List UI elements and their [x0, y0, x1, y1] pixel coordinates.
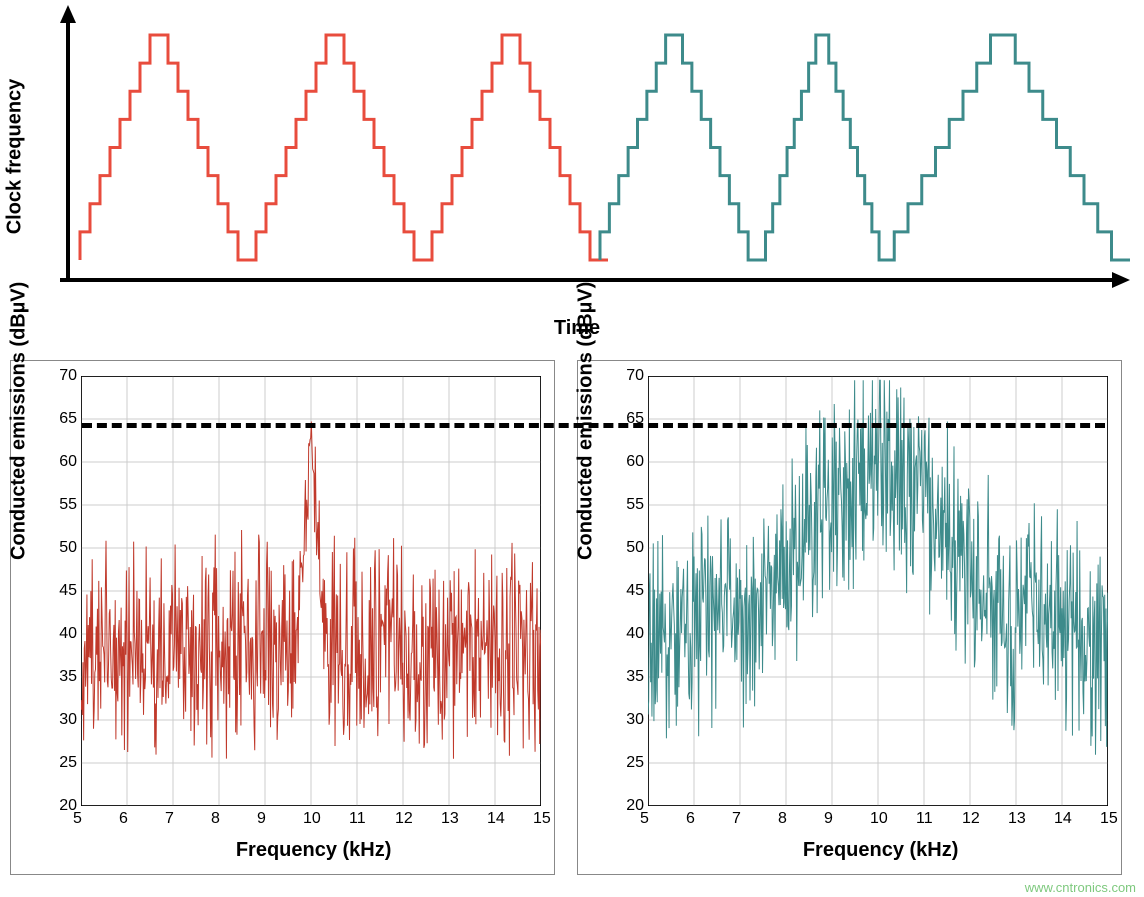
- emissions-limit-line: [82, 423, 1105, 428]
- xtick-label: 15: [1100, 810, 1118, 828]
- xtick-label: 10: [870, 810, 888, 828]
- ytick-label: 45: [616, 582, 644, 600]
- ytick-label: 45: [49, 582, 77, 600]
- xtick-label: 9: [257, 810, 266, 828]
- ytick-label: 50: [49, 539, 77, 557]
- xtick-label: 8: [211, 810, 220, 828]
- ytick-label: 50: [616, 539, 644, 557]
- right-chart-svg: [648, 376, 1108, 806]
- ytick-label: 30: [616, 711, 644, 729]
- xtick-label: 11: [349, 810, 366, 828]
- ytick-label: 35: [49, 668, 77, 686]
- bottom-charts-row: Conducted emissions (dBµV) Frequency (kH…: [10, 360, 1140, 880]
- xtick-label: 10: [303, 810, 321, 828]
- xtick-label: 13: [1008, 810, 1026, 828]
- ytick-label: 65: [49, 410, 77, 428]
- ytick-label: 30: [49, 711, 77, 729]
- xtick-label: 12: [962, 810, 980, 828]
- watermark-text: www.cntronics.com: [1025, 880, 1136, 895]
- top-waveform-svg: [60, 5, 1130, 305]
- ytick-label: 40: [616, 625, 644, 643]
- xtick-label: 12: [395, 810, 413, 828]
- xtick-label: 7: [165, 810, 174, 828]
- ytick-label: 35: [616, 668, 644, 686]
- xtick-label: 6: [686, 810, 695, 828]
- xtick-label: 14: [1054, 810, 1072, 828]
- left-chart-svg: [81, 376, 541, 806]
- ytick-label: 55: [616, 496, 644, 514]
- ytick-label: 70: [616, 367, 644, 385]
- ytick-label: 25: [49, 754, 77, 772]
- right-emissions-panel: Conducted emissions (dBµV) Frequency (kH…: [577, 360, 1122, 875]
- xtick-label: 5: [640, 810, 649, 828]
- left-emissions-panel: Conducted emissions (dBµV) Frequency (kH…: [10, 360, 555, 875]
- xtick-label: 5: [73, 810, 82, 828]
- left-ylabel: Conducted emissions (dBµV): [8, 281, 31, 559]
- ytick-label: 60: [616, 453, 644, 471]
- right-ylabel: Conducted emissions (dBµV): [575, 281, 598, 559]
- right-xlabel: Frequency (kHz): [803, 839, 959, 862]
- ytick-label: 55: [49, 496, 77, 514]
- xtick-label: 7: [732, 810, 741, 828]
- xtick-label: 13: [441, 810, 459, 828]
- ytick-label: 40: [49, 625, 77, 643]
- xtick-label: 14: [487, 810, 505, 828]
- xtick-label: 9: [824, 810, 833, 828]
- xtick-label: 8: [778, 810, 787, 828]
- xtick-label: 11: [916, 810, 933, 828]
- ytick-label: 70: [49, 367, 77, 385]
- left-xlabel: Frequency (kHz): [236, 839, 392, 862]
- xtick-label: 6: [119, 810, 128, 828]
- ytick-label: 25: [616, 754, 644, 772]
- xtick-label: 15: [533, 810, 551, 828]
- top-ylabel: Clock frequency: [4, 79, 27, 235]
- ytick-label: 60: [49, 453, 77, 471]
